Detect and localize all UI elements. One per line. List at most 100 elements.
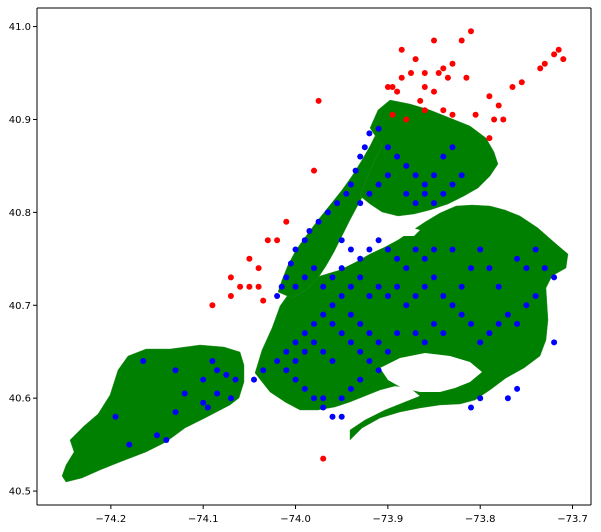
blue-point-38 — [375, 339, 382, 346]
red-point-8 — [274, 237, 281, 244]
blue-point-6 — [140, 358, 147, 364]
blue-point-124 — [375, 367, 382, 374]
blue-point-12 — [200, 399, 207, 406]
blue-point-144 — [468, 404, 474, 411]
red-point-43 — [541, 60, 548, 67]
blue-point-21 — [292, 376, 299, 383]
blue-point-111 — [301, 274, 308, 281]
blue-point-134 — [440, 330, 447, 337]
blue-point-26 — [338, 395, 345, 402]
blue-point-37 — [366, 330, 373, 337]
blue-point-24 — [320, 404, 327, 411]
blue-point-35 — [347, 311, 354, 318]
blue-point-126 — [320, 348, 327, 355]
blue-point-72 — [357, 153, 364, 160]
blue-point-52 — [504, 311, 511, 318]
blue-point-17 — [251, 376, 257, 383]
red-point-51 — [384, 84, 391, 90]
blue-point-81 — [431, 172, 437, 179]
blue-point-148 — [320, 395, 327, 402]
blue-point-109 — [320, 283, 327, 290]
blue-point-135 — [458, 311, 465, 318]
blue-point-19 — [274, 358, 281, 364]
blue-point-2 — [154, 432, 160, 439]
red-point-44 — [551, 51, 558, 58]
blue-point-90 — [421, 190, 428, 197]
blue-point-99 — [375, 237, 382, 244]
red-point-7 — [255, 265, 262, 272]
bronx-area — [359, 99, 499, 217]
red-point-28 — [421, 70, 428, 76]
blue-point-48 — [468, 265, 474, 272]
x-tick-label: −74.1 — [188, 514, 219, 525]
blue-point-142 — [514, 255, 521, 262]
red-point-15 — [394, 88, 401, 95]
nyc-borough-map — [61, 99, 569, 483]
blue-point-14 — [214, 367, 221, 374]
blue-point-39 — [384, 348, 391, 355]
blue-point-54 — [523, 302, 530, 309]
red-point-9 — [264, 237, 271, 244]
blue-point-105 — [431, 246, 437, 253]
red-point-13 — [227, 293, 234, 299]
east-river-water — [356, 212, 420, 236]
blue-point-66 — [315, 218, 322, 225]
blue-point-8 — [200, 376, 207, 383]
blue-point-97 — [357, 255, 364, 262]
y-tick-label: 40.8 — [9, 208, 31, 219]
red-point-45 — [555, 46, 562, 53]
blue-point-131 — [412, 330, 419, 337]
blue-point-65 — [306, 228, 313, 234]
blue-point-0 — [112, 413, 119, 420]
red-point-4 — [237, 283, 244, 290]
blue-point-96 — [347, 246, 354, 253]
x-tick-label: −73.8 — [465, 514, 496, 525]
blue-point-67 — [324, 209, 331, 216]
blue-point-43 — [421, 283, 428, 290]
blue-point-101 — [394, 255, 401, 262]
blue-point-15 — [223, 371, 230, 378]
blue-point-132 — [421, 339, 428, 346]
blue-point-40 — [394, 330, 401, 337]
red-point-35 — [486, 93, 493, 100]
red-point-47 — [403, 116, 410, 123]
red-point-5 — [227, 274, 234, 281]
x-tick-label: −74.2 — [96, 514, 127, 525]
blue-point-87 — [357, 200, 364, 207]
red-point-20 — [468, 28, 474, 35]
blue-point-9 — [214, 390, 221, 397]
x-tick-label: −73.9 — [373, 514, 404, 525]
red-point-46 — [560, 56, 567, 63]
red-point-17 — [412, 56, 419, 63]
x-tick-label: −73.7 — [557, 514, 588, 525]
blue-point-115 — [366, 293, 373, 299]
blue-point-139 — [495, 320, 502, 327]
tick-marks-and-labels: −74.2 −74.1 −74.0 −73.9 −73.8 −73.7 40.5 40.6 40… — [9, 22, 588, 525]
blue-point-51 — [495, 283, 502, 290]
red-point-22 — [449, 60, 456, 67]
blue-point-4 — [172, 409, 179, 416]
blue-point-71 — [352, 167, 359, 174]
blue-point-69 — [343, 190, 350, 197]
blue-point-82 — [440, 153, 447, 160]
blue-point-102 — [403, 265, 410, 272]
blue-point-107 — [338, 265, 345, 272]
red-point-41 — [518, 79, 525, 86]
blue-point-62 — [287, 260, 294, 267]
blue-point-44 — [431, 274, 437, 281]
blue-point-92 — [440, 190, 447, 197]
blue-point-20 — [283, 367, 290, 374]
blue-point-122 — [357, 348, 364, 355]
blue-point-30 — [301, 330, 308, 337]
blue-point-88 — [403, 190, 410, 197]
blue-point-119 — [329, 320, 336, 327]
blue-point-58 — [551, 339, 558, 346]
blue-point-47 — [458, 283, 465, 290]
blue-point-93 — [449, 181, 456, 188]
red-point-24 — [444, 74, 451, 81]
blue-point-98 — [366, 246, 373, 253]
red-point-39 — [486, 135, 493, 142]
blue-point-3 — [163, 437, 170, 443]
red-point-14 — [260, 297, 267, 304]
blue-point-91 — [431, 200, 437, 207]
